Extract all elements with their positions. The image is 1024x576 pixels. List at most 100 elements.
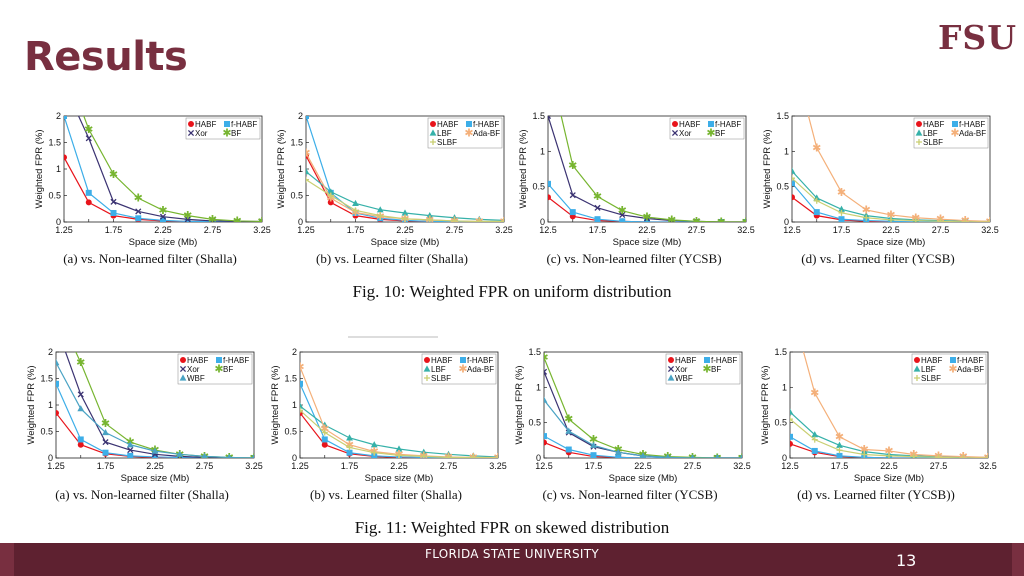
point-bf-marker: ✱ bbox=[667, 213, 676, 226]
point-xor-marker bbox=[548, 116, 552, 120]
point-ada-bf-marker: ✱ bbox=[860, 443, 869, 456]
x-tick-label: 2.25 bbox=[146, 461, 164, 471]
point-f-habf-marker bbox=[110, 209, 117, 216]
x-tick-label: 1.25 bbox=[291, 461, 309, 471]
point-bf-marker: ✱ bbox=[76, 356, 85, 369]
point-slbf-marker bbox=[476, 218, 483, 222]
legend-label: HABF bbox=[675, 356, 696, 365]
series-line-bf bbox=[83, 116, 262, 222]
chart-caption: (d) vs. Learned filter (YCSB)) bbox=[797, 487, 955, 502]
y-tick-label: 1 bbox=[298, 164, 303, 174]
legend-label: WBF bbox=[675, 374, 693, 383]
point-habf-marker bbox=[792, 194, 795, 201]
legend-bf-marker: ✱ bbox=[702, 363, 711, 376]
x-tick-label: 1.75 bbox=[347, 225, 365, 235]
x-tick-label: 17.5 bbox=[831, 461, 849, 471]
x-tick-label: 12.5 bbox=[539, 225, 557, 235]
series-line-ada-bf bbox=[807, 116, 990, 222]
legend-label: f-HABF bbox=[231, 120, 257, 129]
point-bf-marker: ✱ bbox=[741, 216, 750, 229]
point-slbf-marker bbox=[937, 218, 944, 222]
chart-2: 12.5 17.5 22.5 27.5 32.5 0 0.5 1 1.5 Space size (… bbox=[514, 110, 755, 267]
y-tick-label: 0 bbox=[48, 453, 53, 463]
x-tick-label: 17.5 bbox=[589, 225, 607, 235]
legend-label: f-HABF bbox=[957, 356, 983, 365]
point-f-habf-marker bbox=[619, 218, 626, 222]
chart-plot: 12.5 17.5 22.5 27.5 32.5 0 0.5 1 1.5 Space size (… bbox=[510, 346, 751, 486]
point-wbf-marker bbox=[126, 441, 134, 448]
legend-f-habf-marker bbox=[466, 121, 472, 127]
point-bf-marker: ✱ bbox=[618, 204, 627, 217]
point-f-habf-marker bbox=[836, 452, 843, 458]
x-tick-label: 22.5 bbox=[882, 225, 900, 235]
point-slbf-marker bbox=[445, 454, 452, 458]
point-lbf-marker bbox=[370, 441, 378, 448]
chart-plot: 1.25 1.75 2.25 2.75 3.25 0 0.5 1 1.5 2 Space size … bbox=[30, 110, 271, 250]
y-tick-label: 1.5 bbox=[284, 374, 297, 384]
point-habf-marker bbox=[544, 439, 547, 446]
fsu-logo-text: FSU bbox=[938, 18, 1018, 57]
point-wbf-marker bbox=[565, 427, 573, 434]
point-wbf-marker bbox=[77, 405, 85, 412]
footer-university-name: FLORIDA STATE UNIVERSITY bbox=[425, 547, 599, 561]
point-slbf-marker bbox=[300, 407, 303, 414]
point-f-habf-marker bbox=[56, 380, 59, 387]
point-slbf-marker bbox=[377, 212, 384, 219]
legend-label: Xor bbox=[195, 129, 208, 138]
x-tick-label: 32.5 bbox=[981, 225, 999, 235]
point-bf-marker: ✱ bbox=[539, 351, 548, 364]
point-slbf-marker bbox=[451, 217, 458, 222]
point-wbf-marker bbox=[665, 453, 671, 458]
point-wbf-marker bbox=[715, 454, 720, 458]
series-line-xor bbox=[544, 371, 742, 458]
legend-f-habf-marker bbox=[952, 121, 958, 127]
point-slbf-marker bbox=[935, 454, 942, 458]
x-tick-label: 12.5 bbox=[535, 461, 553, 471]
y-tick-label: 0.5 bbox=[40, 427, 53, 437]
y-tick-label: 0.5 bbox=[528, 418, 541, 428]
x-tick-label: 2.25 bbox=[396, 225, 414, 235]
point-ada-bf-marker: ✱ bbox=[936, 213, 945, 226]
point-habf-marker bbox=[85, 199, 92, 206]
point-xor-marker bbox=[544, 368, 548, 375]
chart-caption: (b) vs. Learned filter (Shalla) bbox=[310, 487, 462, 502]
point-xor-marker bbox=[250, 454, 254, 458]
x-tick-label: 22.5 bbox=[638, 225, 656, 235]
point-ada-bf-marker: ✱ bbox=[862, 203, 871, 216]
point-bf-marker: ✱ bbox=[208, 213, 217, 226]
legend-f-habf-marker bbox=[708, 121, 714, 127]
point-xor-marker bbox=[77, 391, 84, 398]
legend-habf-marker bbox=[430, 121, 436, 127]
x-tick-label: 32.5 bbox=[979, 461, 997, 471]
legend-slbf-marker bbox=[914, 375, 920, 381]
x-tick-label: 32.5 bbox=[737, 225, 755, 235]
x-tick-label: 32.5 bbox=[733, 461, 751, 471]
x-tick-label: 12.5 bbox=[781, 461, 799, 471]
point-habf-marker bbox=[64, 154, 67, 161]
point-wbf-marker bbox=[201, 452, 208, 458]
legend-lbf-marker bbox=[423, 365, 431, 372]
series-line-ada-bf bbox=[802, 352, 988, 458]
point-f-habf-marker bbox=[565, 446, 572, 453]
point-slbf-marker bbox=[888, 216, 894, 222]
point-ada-bf-marker: ✱ bbox=[884, 444, 893, 457]
legend-habf-marker bbox=[672, 121, 678, 127]
point-ada-bf-marker: ✱ bbox=[499, 215, 508, 228]
legend-box bbox=[427, 117, 503, 149]
point-bf-marker: ✱ bbox=[543, 53, 552, 66]
point-ada-bf-marker: ✱ bbox=[886, 208, 895, 221]
legend-label: f-HABF bbox=[711, 356, 737, 365]
x-tick-label: 22.5 bbox=[634, 461, 652, 471]
y-tick-label: 1 bbox=[56, 164, 61, 174]
point-f-habf-marker bbox=[790, 433, 793, 440]
point-f-habf-marker bbox=[594, 216, 601, 222]
point-f-habf-marker bbox=[160, 217, 166, 222]
point-lbf-marker bbox=[836, 441, 843, 448]
legend-lbf-marker bbox=[913, 365, 921, 372]
point-slbf-marker bbox=[792, 175, 795, 182]
point-bf-marker: ✱ bbox=[233, 214, 242, 227]
point-xor-marker bbox=[742, 218, 746, 222]
legend-label: f-HABF bbox=[473, 120, 499, 129]
point-lbf-marker bbox=[790, 408, 794, 415]
point-slbf-marker bbox=[396, 452, 402, 458]
